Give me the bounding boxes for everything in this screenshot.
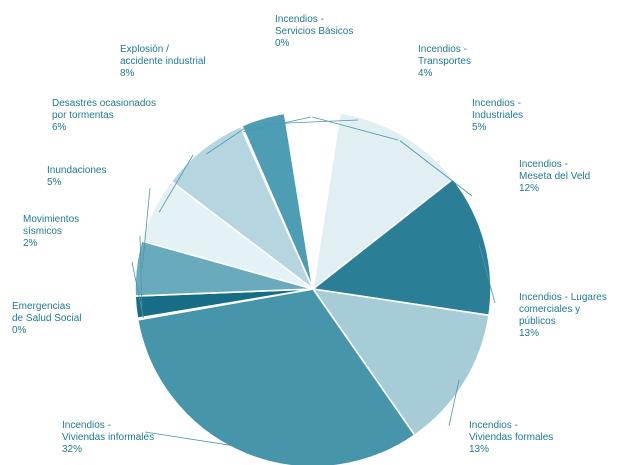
slice-label-line: 0% [12,325,27,336]
leader-line [399,140,473,197]
slice-label: Incendios -Viviendas formales 13% [469,420,553,455]
slice-label-line: Explosión / [120,44,169,55]
slice-label: Desastres ocasionados por tormentas 6% [52,98,156,133]
slice-label: Explosión / accidente industrial 8% [120,44,206,79]
slice-label: Incendios -Meseta del Veld 12% [519,159,590,194]
slice-label: Incendios -Viviendas informales 32% [62,420,154,455]
slice-labels: Incendios -Servicios Básicos 0%Incendios … [12,14,607,455]
slice-label-line: públicos [519,316,556,327]
pie-slice [170,125,314,290]
slice-label-line: 8% [120,68,135,79]
slice-label-line: Meseta del Veld [519,171,590,182]
slice-label: Incendios -Industriales 5% [472,98,523,133]
slice-label-line: 6% [52,122,67,133]
slice-label-line: 32% [62,444,82,455]
pie-slice [136,288,416,465]
pie-slice [311,177,492,317]
slice-label-line: de Salud Social [12,313,82,324]
leader-line [448,379,460,427]
slice-label-line: 4% [418,68,433,79]
slice-label-line: 13% [519,328,539,339]
slice-label-line: sísmicos [23,226,62,237]
leader-line [139,235,143,307]
slice-label: Incendios -Transportes 4% [418,44,471,79]
leader-lines [131,116,496,449]
leader-line [243,116,312,132]
slice-label-line: Transportes [418,56,471,67]
slice-label-line: Emergencias [12,301,70,312]
slice-label-line: Movimientos [23,214,79,225]
slice-label-line: 5% [47,177,62,188]
slice-label-line: Incendios - [62,420,111,431]
slice-label: Incendios -Servicios Básicos 0% [275,14,353,49]
slice-label-line: Industriales [472,110,523,121]
leader-line [141,187,151,269]
leader-line [144,431,247,449]
slice-label-line: 12% [519,183,539,194]
slice-label: Inundaciones 5% [47,165,107,188]
slice-label: Incendios - Lugares comerciales y públicos… [519,292,607,339]
slice-label-line: Incendios - [275,14,324,25]
slice-label-line: accidente industrial [120,56,206,67]
slice-label-line: Desastres ocasionados [52,98,156,109]
slice-label-line: comerciales y [519,304,580,315]
slice-label-line: Servicios Básicos [275,26,353,37]
slice-label-line: Viviendas informales [62,432,154,443]
slice-label-line: 13% [469,444,489,455]
slice-label-line: Incendios - [519,159,568,170]
slice-label-line: Incendios - [418,44,467,55]
slice-label: Emergencias de Salud Social 0% [12,301,82,336]
slice-label: Movimientos sísmicos 2% [23,214,79,249]
slice-label-line: Incendios - Lugares [519,292,607,303]
slice-label-line: Inundaciones [47,165,107,176]
leader-line [131,261,144,319]
pie-slice [311,287,490,437]
leader-line [478,244,496,304]
slice-label-line: 2% [23,238,38,249]
pie-slice [311,112,455,291]
slice-label-line: 0% [275,38,290,49]
slice-label-line: Incendios - [469,420,518,431]
pie-slices [134,110,492,465]
leader-line [312,116,399,141]
leader-line [205,127,246,155]
leader-line [264,119,359,125]
slice-label-line: Viviendas formales [469,432,553,443]
slice-label-line: 5% [472,122,487,133]
slice-label-line: por tormentas [52,110,114,121]
leader-line [158,154,194,213]
slice-label-line: Incendios - [472,98,521,109]
